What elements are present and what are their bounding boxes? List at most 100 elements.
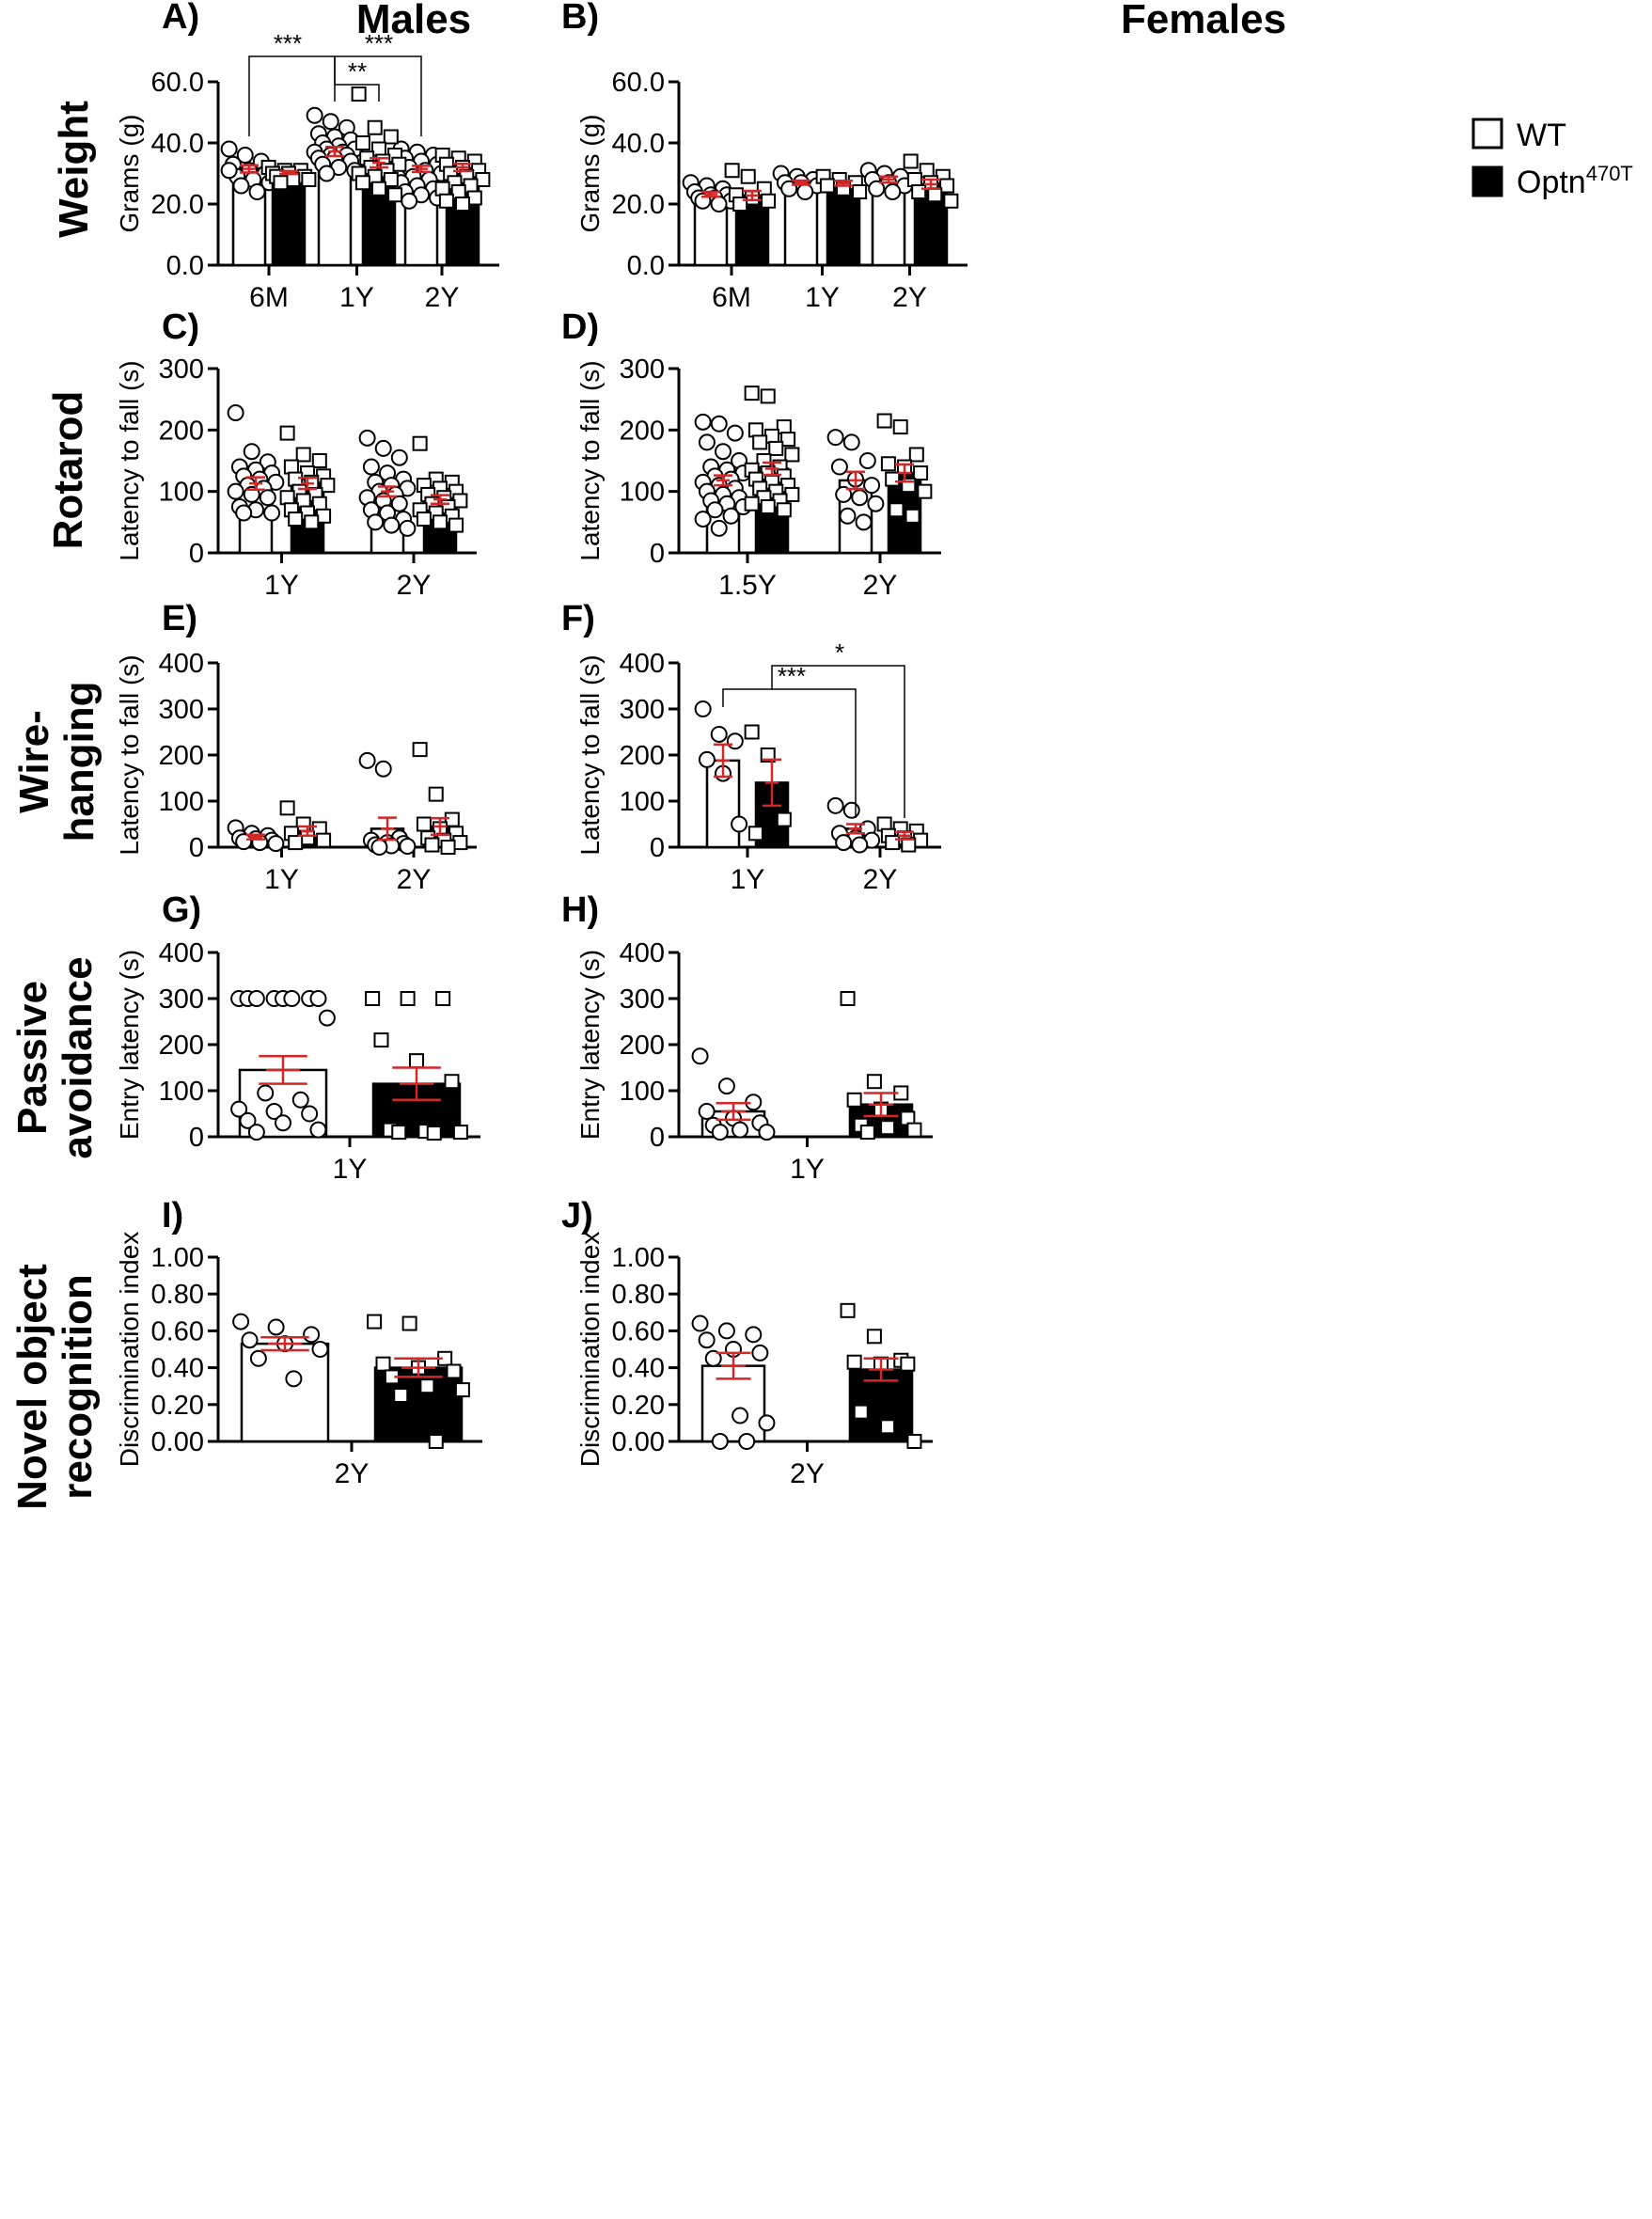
data-point-square	[391, 1125, 407, 1141]
data-point-circle	[291, 1091, 309, 1109]
data-point-square	[428, 1434, 444, 1449]
panel-c: C) 0 100 200 300 Latency to fall (s) 1Y 2Y	[115, 307, 477, 601]
y-tick-label: 0.80	[612, 1280, 665, 1310]
data-point-circle	[311, 1341, 329, 1358]
row-titles: Weight Rotarod Wire-hanging Passiveavoidanc…	[9, 101, 102, 1510]
data-point-square	[373, 1032, 389, 1048]
data-point-square	[424, 837, 440, 853]
data-point-circle	[235, 504, 253, 522]
data-point-circle	[717, 1322, 735, 1340]
legend-mutant-base: Optn	[1517, 165, 1586, 200]
data-point-square	[776, 811, 792, 827]
data-point-square	[892, 419, 908, 435]
data-point-circle	[691, 1314, 709, 1332]
data-point-circle	[694, 413, 712, 431]
data-point-square	[375, 1356, 391, 1372]
significance-bracket	[722, 688, 857, 818]
row-title-4: Novel objectrecognition	[9, 1264, 101, 1510]
panel-letter: J)	[561, 1196, 593, 1235]
data-point-circle	[383, 516, 401, 534]
y-tick-label: 0.60	[612, 1316, 665, 1346]
row-title-4-line-1: recognition	[55, 1274, 101, 1500]
data-point-square	[853, 1404, 869, 1420]
data-point-circle	[232, 177, 250, 195]
y-axis-title: Latency to fall (s)	[575, 654, 605, 855]
data-point-circle	[275, 1114, 291, 1132]
data-point-circle	[698, 433, 716, 451]
data-point-square	[846, 1092, 862, 1108]
x-category-label: 6M	[712, 282, 751, 313]
y-tick-label: 100	[620, 478, 665, 508]
data-point-square	[387, 187, 403, 203]
x-category-label: 2Y	[892, 282, 927, 313]
data-point-square	[744, 496, 760, 511]
data-point-square	[752, 434, 768, 450]
data-point-circle	[309, 1121, 327, 1139]
data-point-square	[859, 1125, 875, 1141]
row-title-1-line-0: Rotarod	[45, 391, 91, 550]
data-point-square	[354, 135, 370, 150]
data-point-circle	[401, 192, 418, 210]
data-point-circle	[247, 1124, 265, 1141]
data-point-square	[761, 193, 777, 209]
data-point-circle	[835, 485, 853, 503]
data-point-square	[435, 991, 451, 1006]
significance-bracket	[771, 665, 905, 818]
data-point-circle	[259, 489, 276, 507]
data-point-square	[426, 1125, 442, 1141]
legend-mutant-swatch	[1471, 165, 1503, 197]
y-tick-label: 300	[620, 354, 665, 385]
y-tick-label: 0	[650, 1123, 665, 1153]
significance-label: **	[348, 57, 367, 86]
data-point-circle	[227, 482, 244, 500]
data-point-circle	[710, 196, 728, 212]
data-point-circle	[863, 477, 881, 495]
data-point-circle	[399, 519, 417, 537]
data-point-square	[433, 514, 448, 530]
data-point-square	[905, 508, 920, 524]
y-tick-label: 200	[159, 1031, 204, 1061]
data-point-square	[444, 1074, 460, 1090]
data-point-square	[917, 483, 933, 499]
data-point-circle	[318, 165, 336, 182]
y-tick-label: 40.0	[612, 129, 665, 159]
data-point-circle	[858, 452, 876, 469]
y-axis-title: Entry latency (s)	[115, 950, 144, 1140]
data-point-circle	[732, 1121, 749, 1139]
data-point-square	[452, 1125, 468, 1141]
data-point-circle	[267, 1318, 285, 1336]
data-point-circle	[780, 180, 798, 197]
data-point-square	[943, 193, 959, 209]
data-point-circle	[698, 1331, 716, 1349]
row-title-3-line-0: Passive	[9, 981, 55, 1135]
data-point-square	[455, 197, 470, 212]
data-point-square	[304, 514, 320, 530]
y-tick-label: 300	[159, 984, 204, 1015]
x-category-label: 2Y	[790, 1458, 825, 1489]
data-point-circle	[710, 519, 728, 537]
row-title-3: Passiveavoidance	[9, 956, 101, 1158]
data-point-square	[885, 835, 901, 851]
data-point-circle	[306, 106, 323, 124]
data-point-circle	[706, 501, 724, 519]
data-point-circle	[236, 147, 254, 164]
panel-j: J) 0.00 0.20 0.40 0.60 0.80 1.00Discrimination…	[561, 1196, 933, 1489]
significance-bracket	[334, 84, 380, 102]
data-point-square	[288, 471, 304, 487]
data-point-circle	[698, 1103, 716, 1121]
y-tick-label: 200	[159, 416, 204, 446]
panel-h: H) 0 100 200 300 400 Entry latency (s) 1Y	[561, 890, 933, 1185]
data-point-square	[760, 748, 776, 763]
data-point-square	[768, 440, 784, 456]
y-tick-label: 40.0	[151, 129, 204, 159]
data-point-square	[927, 187, 943, 203]
data-point-circle	[715, 443, 732, 461]
x-category-label: 2Y	[425, 282, 460, 313]
panel-letter: A)	[162, 0, 199, 37]
legend: WT Optn470T	[1471, 118, 1633, 200]
panel-letter: E)	[162, 599, 197, 638]
data-point-square	[900, 1356, 916, 1372]
